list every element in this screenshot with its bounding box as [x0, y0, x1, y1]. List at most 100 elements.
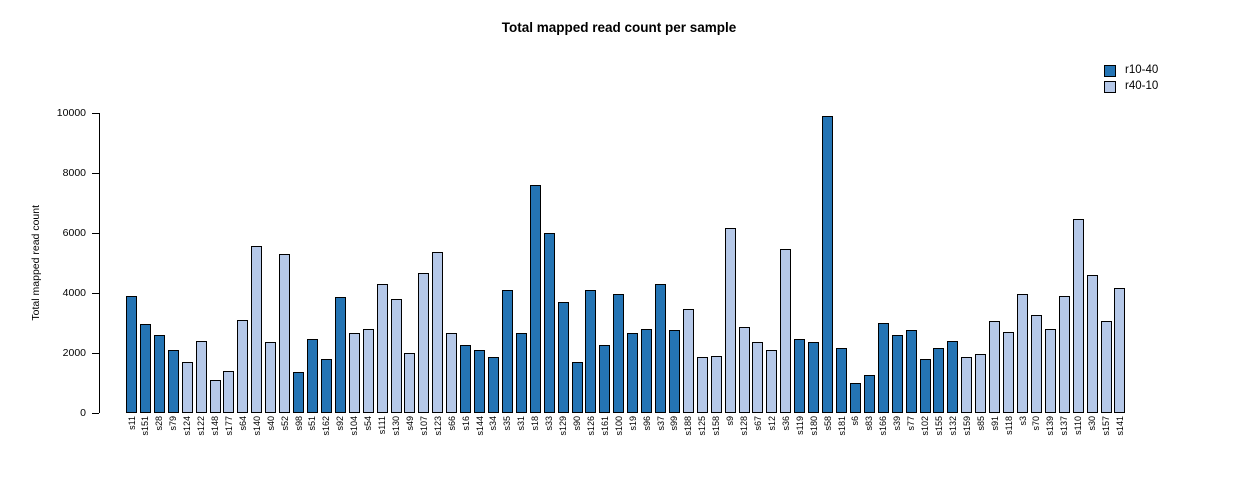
x-axis-label: s64 [237, 416, 248, 431]
bar-s35: s35 [501, 290, 513, 431]
x-axis-label: s58 [822, 416, 833, 431]
bar-s123: s123 [432, 252, 444, 436]
bar-s110: s110 [1072, 219, 1084, 435]
bar-s31: s31 [515, 333, 527, 431]
x-axis-label: s107 [418, 416, 429, 436]
y-tick-label: 2000 [62, 347, 86, 359]
bar-s144: s144 [474, 350, 486, 436]
x-axis-label: s12 [766, 416, 777, 431]
x-axis-label: s104 [349, 416, 360, 436]
x-axis-label: s128 [739, 416, 750, 436]
x-axis-label: s85 [975, 416, 986, 431]
bar-s137: s137 [1058, 296, 1070, 436]
x-axis-label: s151 [140, 416, 151, 436]
x-axis-label: s33 [544, 416, 555, 431]
x-axis-label: s102 [920, 416, 931, 436]
x-axis-label: s19 [627, 416, 638, 431]
bar-s91: s91 [989, 321, 1001, 431]
x-axis-label: s158 [711, 416, 722, 436]
bar-s119: s119 [794, 339, 806, 435]
x-axis-label: s188 [683, 416, 694, 436]
bar-s37: s37 [655, 284, 667, 431]
legend-swatch-r10-40 [1104, 64, 1116, 77]
bar-s70: s70 [1030, 315, 1042, 431]
chart-title: Total mapped read count per sample [501, 20, 737, 35]
x-axis-label: s30 [1087, 416, 1098, 431]
bar-s128: s128 [738, 327, 750, 436]
plot-area: 0 2000 4000 6000 8000 10000 s11 s151 s28 s79 s124… [57, 107, 1145, 436]
x-axis-label: s110 [1073, 416, 1084, 435]
bar-s79: s79 [167, 350, 179, 431]
y-tick-label: 10000 [56, 107, 86, 119]
bar-s148: s148 [209, 380, 221, 436]
x-axis-label: s79 [168, 416, 179, 431]
bar-s126: s126 [585, 290, 597, 436]
bar-s111: s111 [376, 284, 388, 434]
bar-s161: s161 [599, 345, 611, 436]
bar-s83: s83 [863, 375, 875, 431]
bar-s39: s39 [891, 335, 903, 431]
x-axis-label: s111 [377, 416, 388, 435]
x-axis-label: s35 [502, 416, 513, 431]
bar-s40: s40 [265, 342, 277, 431]
x-axis-label: s155 [933, 416, 944, 436]
bar-s141: s141 [1114, 288, 1126, 436]
bar-s28: s28 [153, 335, 165, 431]
x-axis-label: s37 [655, 416, 666, 431]
bar-s124: s124 [181, 362, 193, 436]
x-axis-label: s49 [404, 416, 415, 431]
bar-s129: s129 [557, 302, 569, 436]
x-axis-label: s140 [251, 416, 262, 436]
bar-s102: s102 [919, 359, 931, 436]
x-axis-label: s166 [878, 416, 889, 436]
x-axis-label: s96 [641, 416, 652, 431]
y-tick-mark [92, 172, 99, 174]
bar-s36: s36 [780, 249, 792, 431]
bar-s125: s125 [696, 357, 708, 436]
bar-s139: s139 [1044, 329, 1056, 436]
legend-item-r40-10: r40-10 [1104, 79, 1158, 94]
x-axis-label: s92 [335, 416, 346, 431]
x-axis-label: s139 [1045, 416, 1056, 436]
bar-s130: s130 [390, 299, 402, 436]
x-axis-label: s18 [530, 416, 541, 431]
bar-s98: s98 [293, 372, 305, 431]
legend-label-r40-10: r40-10 [1125, 80, 1159, 92]
x-axis-label: s137 [1059, 416, 1070, 436]
bar-s90: s90 [571, 362, 583, 431]
bar-s85: s85 [975, 354, 987, 431]
bar-s107: s107 [418, 273, 430, 436]
bar-s122: s122 [195, 341, 207, 436]
x-axis-label: s129 [558, 416, 569, 436]
x-axis-label: s67 [752, 416, 763, 431]
bar-s9: s9 [724, 228, 736, 426]
y-tick-label: 0 [80, 407, 86, 419]
x-axis-label: s141 [1114, 416, 1125, 436]
x-axis-label: s125 [697, 416, 708, 436]
x-axis-label: s3 [1017, 416, 1028, 426]
y-tick-mark [92, 292, 99, 294]
bar-s6: s6 [849, 383, 861, 426]
x-axis-label: s132 [947, 416, 958, 436]
x-axis-label: s77 [906, 416, 917, 431]
x-axis-label: s11 [126, 416, 137, 430]
bar-s51: s51 [306, 339, 318, 431]
x-axis-label: s16 [460, 416, 471, 431]
bar-s64: s64 [237, 320, 249, 431]
bar-s177: s177 [223, 371, 235, 436]
y-tick-label: 4000 [62, 287, 86, 299]
x-axis-label: s181 [836, 416, 847, 436]
y-tick-mark [92, 232, 99, 234]
bar-s99: s99 [668, 330, 680, 431]
x-axis-label: s66 [446, 416, 457, 431]
legend-item-r10-40: r10-40 [1104, 63, 1158, 78]
bars: s11 s151 s28 s79 s124 s122 s148 s177 s64 s140 s40 s… [126, 113, 1126, 436]
x-axis-label: s31 [516, 416, 527, 431]
legend: r10-40 r40-10 [1104, 63, 1158, 95]
bar-s166: s166 [877, 323, 889, 436]
bar-s58: s58 [822, 116, 834, 431]
legend-label-r10-40: r10-40 [1125, 64, 1159, 76]
x-axis-label: s148 [210, 416, 221, 436]
bar-s132: s132 [947, 341, 959, 436]
